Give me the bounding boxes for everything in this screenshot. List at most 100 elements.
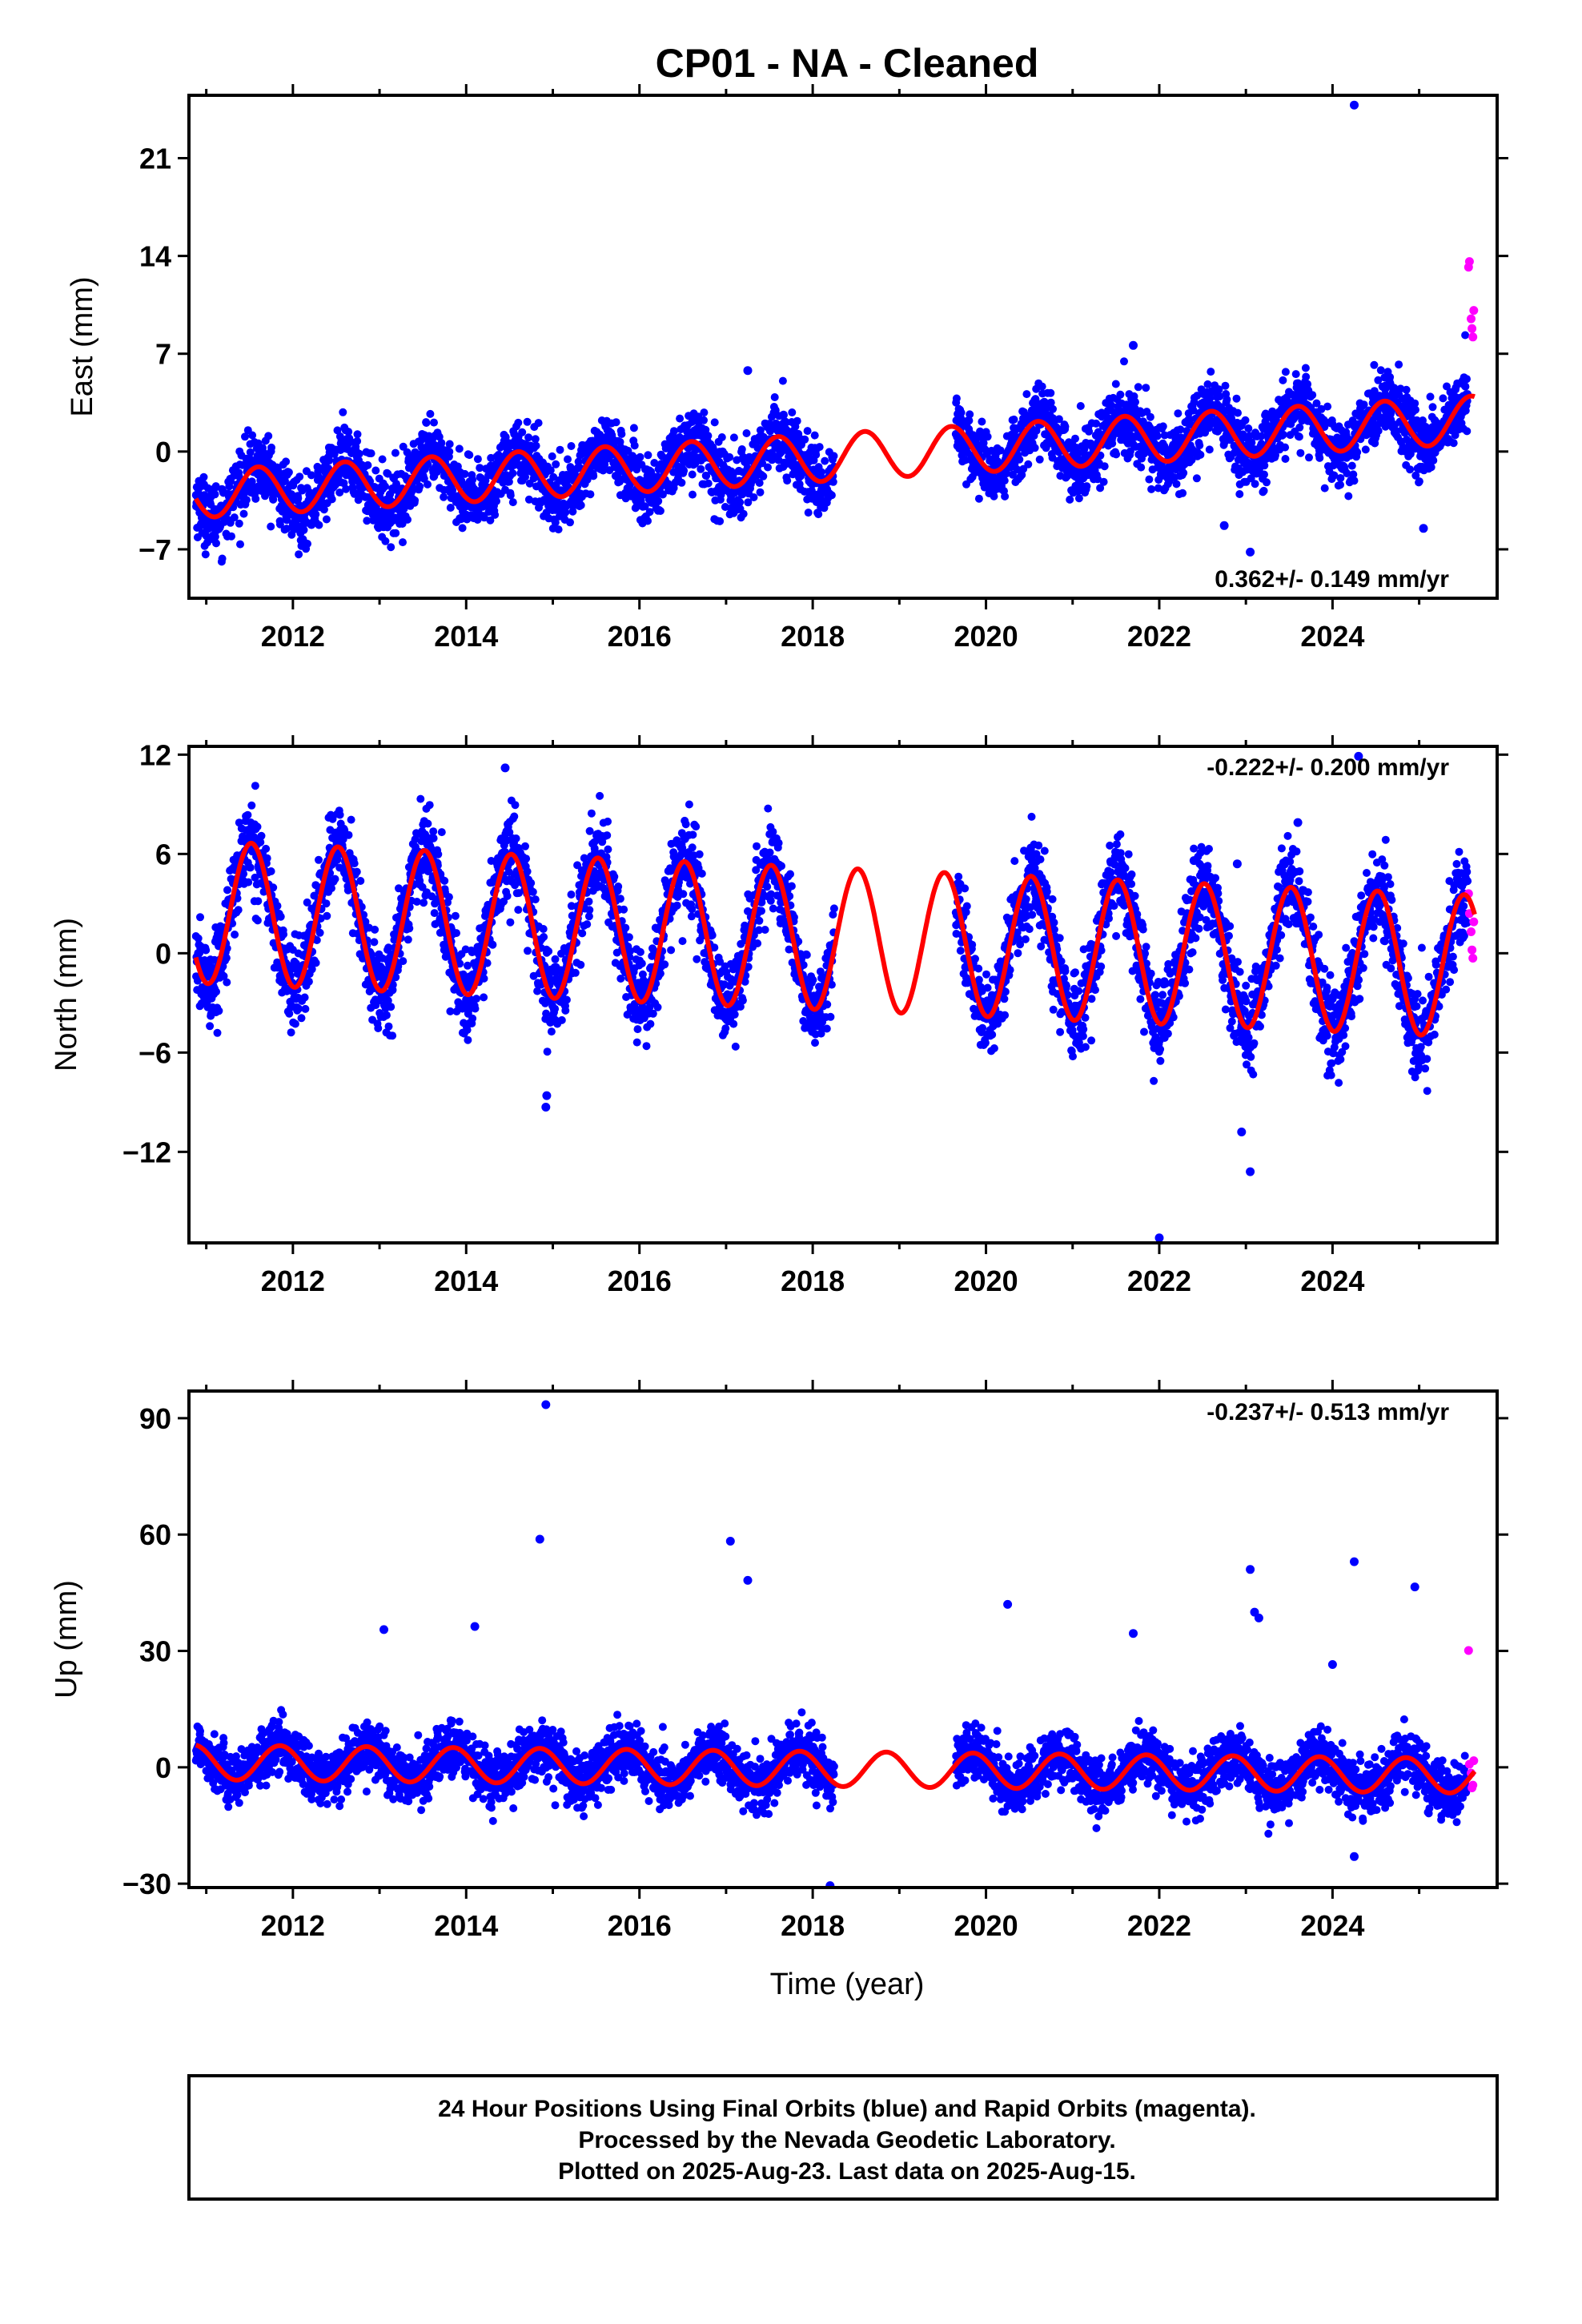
east-final-point (680, 466, 689, 475)
north-final-point (202, 946, 211, 955)
north-final-point (344, 830, 353, 839)
east-final-point (295, 550, 303, 559)
east-final-point (952, 394, 961, 403)
north-final-point (388, 1031, 397, 1040)
north-final-point (430, 909, 439, 918)
north-final-point (472, 995, 480, 1003)
north-final-point (437, 828, 446, 837)
east-final-point (492, 497, 500, 505)
east-final-point (440, 493, 448, 501)
east-outlier-point (1419, 524, 1428, 533)
north-final-point (285, 1009, 294, 1018)
east-final-point (1066, 495, 1074, 504)
north-y-axis-label: North (mm) (50, 918, 83, 1072)
east-final-point (1131, 398, 1139, 406)
east-final-point (1094, 475, 1102, 484)
north-final-point (246, 863, 255, 872)
east-x-tick-label: 2012 (261, 620, 325, 653)
east-final-point (688, 470, 697, 479)
north-final-point (312, 936, 321, 944)
east-final-point (1013, 465, 1022, 474)
east-final-point (812, 450, 821, 459)
east-final-point (640, 502, 649, 511)
east-final-point (1350, 476, 1359, 485)
east-final-point (460, 469, 469, 478)
east-final-point (1015, 455, 1024, 464)
east-final-point (1461, 382, 1470, 391)
east-final-point (576, 501, 585, 509)
north-final-point (223, 978, 231, 987)
east-final-point (282, 457, 291, 466)
east-final-point (458, 524, 467, 533)
east-final-point (1353, 448, 1362, 456)
east-final-point (676, 414, 685, 423)
east-final-point (1386, 372, 1395, 381)
east-final-point (1187, 456, 1196, 464)
east-final-point (644, 451, 652, 460)
east-final-point (230, 513, 239, 522)
north-final-point (243, 810, 252, 819)
east-final-point (455, 444, 464, 453)
north-final-point (404, 935, 412, 944)
east-final-point (729, 433, 738, 442)
east-final-point (1074, 494, 1083, 503)
north-final-point (451, 911, 460, 920)
east-final-point (506, 491, 515, 500)
east-final-point (319, 505, 328, 514)
north-final-point (416, 794, 425, 803)
east-final-point (1046, 388, 1055, 397)
east-final-point (307, 471, 315, 480)
east-rapid-point (1469, 306, 1479, 316)
north-final-point (531, 895, 540, 904)
north-final-point (429, 834, 438, 842)
east-final-point (353, 436, 362, 445)
east-x-tick-label: 2024 (1300, 620, 1364, 653)
east-final-point (199, 472, 208, 481)
east-final-point (654, 497, 663, 505)
east-final-point (1411, 399, 1419, 408)
east-final-point (284, 468, 293, 476)
east-final-point (815, 443, 824, 452)
east-final-point (658, 490, 667, 499)
east-final-point (1002, 469, 1011, 478)
east-final-point (551, 518, 560, 527)
north-final-point (471, 1004, 480, 1013)
east-final-point (246, 448, 255, 456)
north-final-point (374, 1024, 383, 1032)
east-final-point (435, 432, 444, 441)
east-y-tick-label: 14 (139, 240, 171, 273)
east-final-point (1463, 375, 1471, 384)
north-final-point (291, 1019, 299, 1028)
east-final-point (1281, 455, 1290, 463)
east-final-point (1035, 455, 1044, 464)
north-final-point (263, 854, 271, 862)
east-final-point (267, 522, 275, 531)
north-final-point (212, 987, 220, 996)
north-final-point (434, 850, 443, 858)
north-final-point (239, 870, 248, 879)
east-final-point (1259, 486, 1268, 495)
north-final-point (254, 897, 263, 906)
east-final-point (1061, 422, 1070, 431)
east-final-point (327, 495, 336, 504)
east-final-point (810, 431, 819, 440)
east-final-point (965, 416, 974, 425)
east-final-point (1192, 474, 1201, 483)
north-final-point (527, 879, 536, 887)
east-final-point (1336, 474, 1345, 482)
east-final-point (235, 519, 243, 528)
east-final-point (966, 410, 974, 419)
east-final-point (445, 448, 454, 456)
east-outlier-point (743, 366, 753, 376)
north-final-point (287, 1028, 295, 1037)
north-final-point (523, 867, 532, 876)
east-final-point (422, 419, 431, 427)
north-final-point (244, 878, 253, 887)
north-final-point (383, 996, 392, 1005)
north-final-point (269, 883, 278, 892)
east-final-point (1241, 416, 1250, 424)
east-rapid-point (1464, 257, 1474, 267)
east-final-point (1461, 331, 1470, 340)
east-final-point (1376, 366, 1385, 375)
east-final-point (424, 460, 432, 468)
